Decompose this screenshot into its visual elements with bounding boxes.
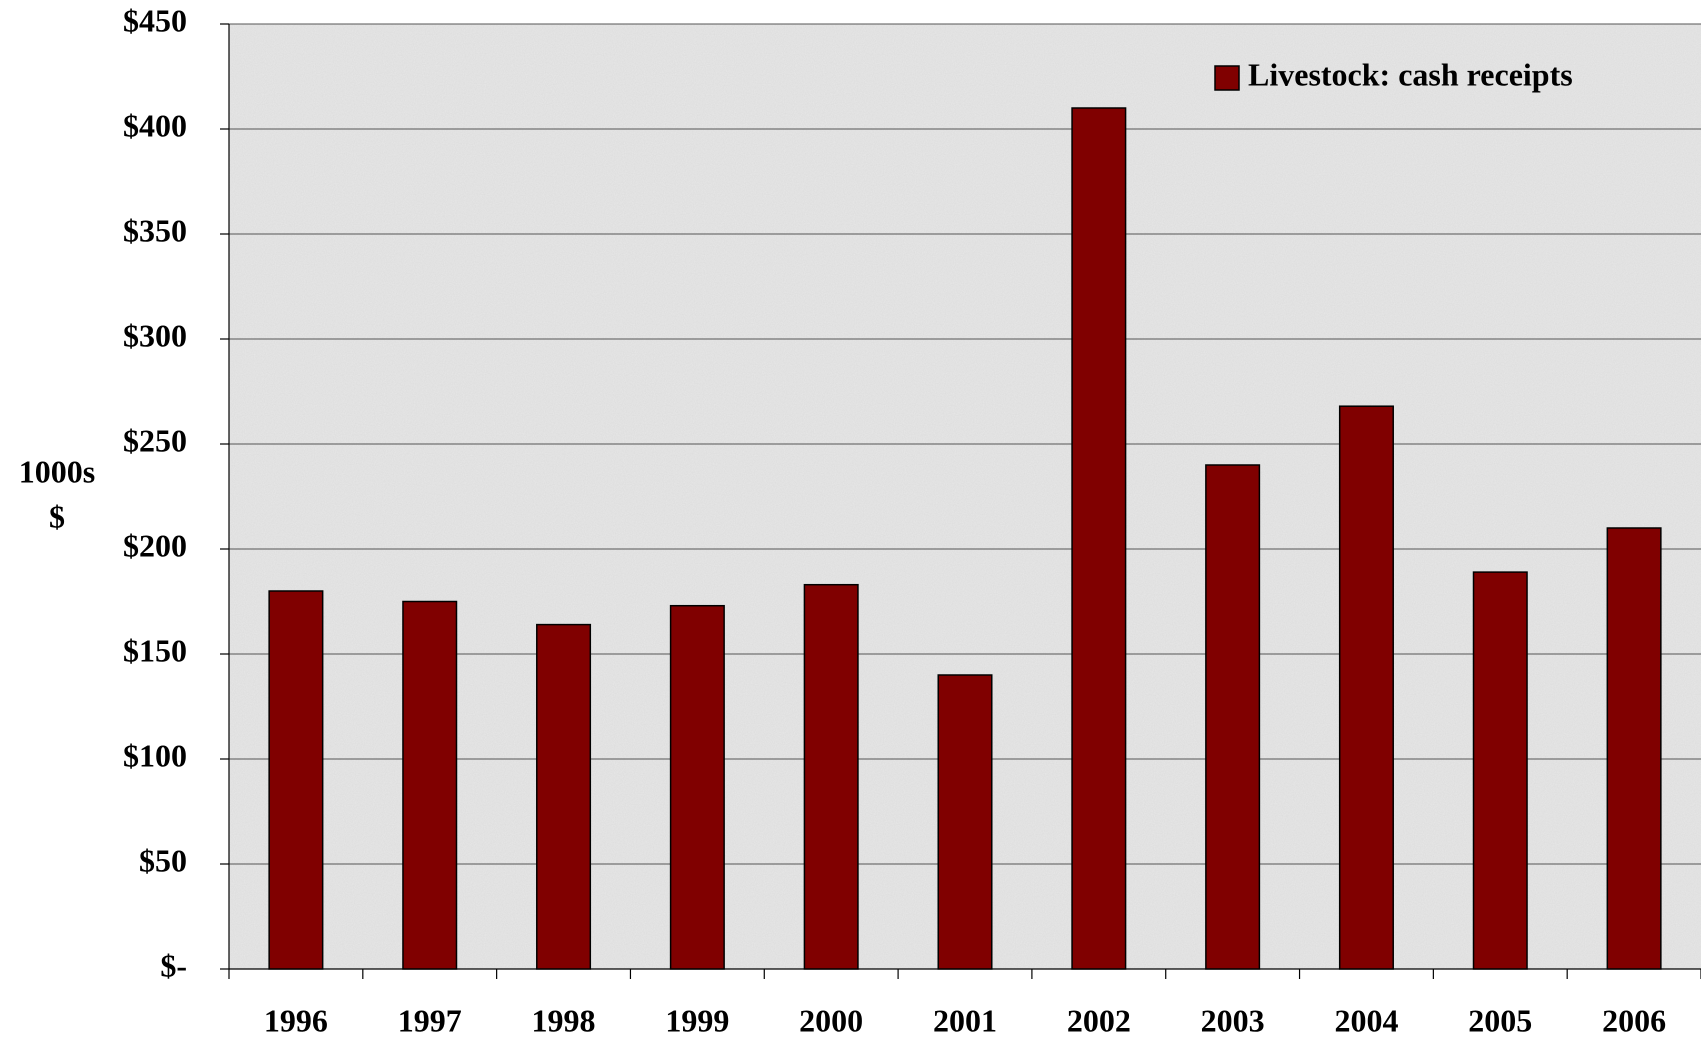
- x-tick-label: 2000: [799, 1002, 863, 1038]
- y-tick-label: $50: [139, 842, 187, 878]
- x-tick-label: 2004: [1334, 1002, 1398, 1038]
- y-tick-label: $100: [123, 737, 187, 773]
- y-tick-label: $300: [123, 317, 187, 353]
- bar: [268, 590, 324, 970]
- y-tick-label: $-: [160, 947, 187, 983]
- bar: [1071, 107, 1127, 970]
- y-tick-label: $150: [123, 632, 187, 668]
- x-tick-label: 2003: [1201, 1002, 1265, 1038]
- x-tick-label: 1997: [398, 1002, 462, 1038]
- legend-swatch: [1214, 65, 1240, 91]
- y-tick-label: $200: [123, 527, 187, 563]
- y-tick-label: $250: [123, 422, 187, 458]
- x-tick-label: 1999: [665, 1002, 729, 1038]
- bar: [1205, 464, 1261, 970]
- x-tick-label: 2006: [1602, 1002, 1666, 1038]
- x-tick-label: 2005: [1468, 1002, 1532, 1038]
- bar: [937, 674, 993, 970]
- y-axis-label: 1000s: [19, 453, 95, 489]
- x-tick-label: 2002: [1067, 1002, 1131, 1038]
- bar: [1472, 571, 1528, 970]
- bar: [536, 623, 592, 970]
- y-axis-label: $: [49, 498, 65, 534]
- bar: [669, 604, 725, 970]
- y-tick-label: $350: [123, 212, 187, 248]
- bar: [1606, 527, 1662, 970]
- x-tick-label: 1998: [532, 1002, 596, 1038]
- x-tick-label: 2001: [933, 1002, 997, 1038]
- bar: [402, 600, 458, 970]
- y-tick-label: $400: [123, 107, 187, 143]
- y-tick-label: $450: [123, 2, 187, 38]
- bar: [1338, 405, 1394, 970]
- legend-label: Livestock: cash receipts: [1248, 56, 1573, 92]
- bar: [803, 583, 859, 970]
- x-tick-label: 1996: [264, 1002, 328, 1038]
